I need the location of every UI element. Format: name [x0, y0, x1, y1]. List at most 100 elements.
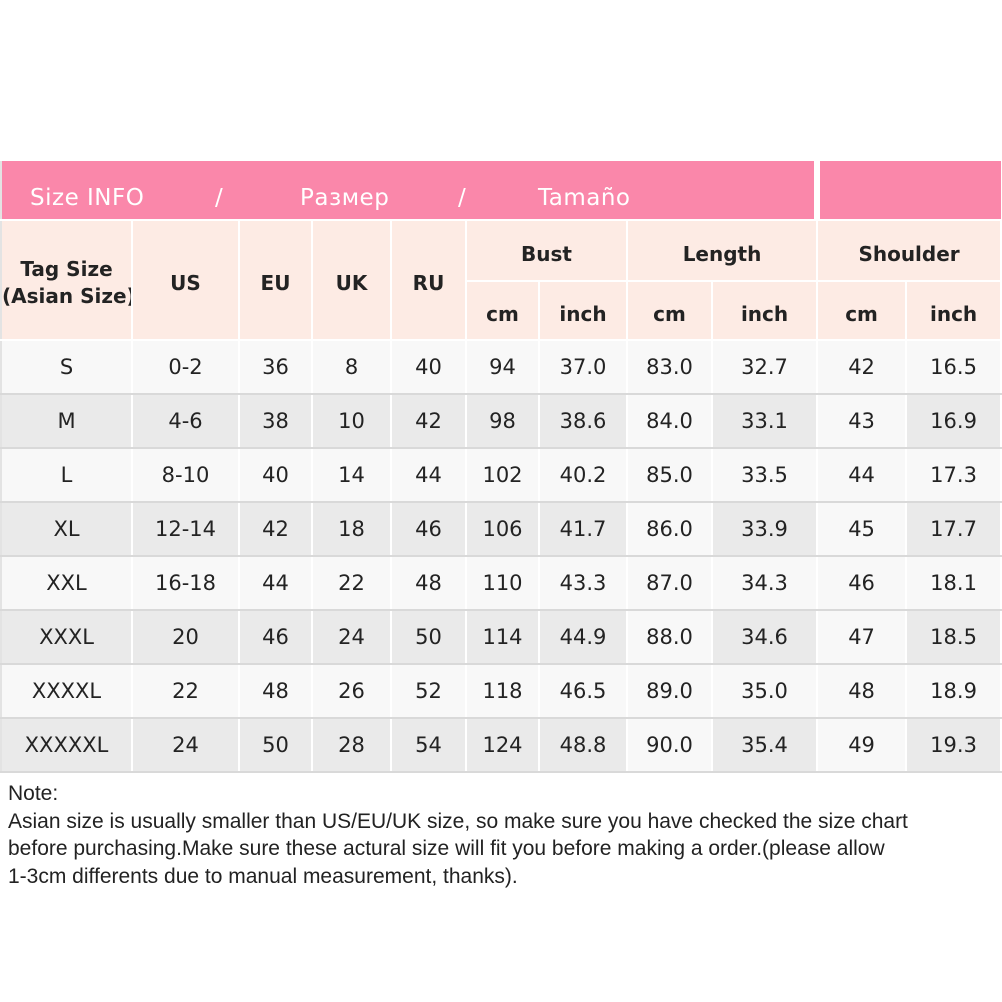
header-bust-cm: cm [466, 281, 540, 341]
cell-length-cm: 85.0 [627, 448, 713, 503]
cell-ru: 46 [391, 502, 467, 557]
cell-tag: M [1, 394, 133, 449]
cell-eu: 48 [239, 664, 313, 719]
cell-shoulder-inch: 16.5 [906, 340, 1002, 395]
header-tag-size: Tag Size (Asian Size) [1, 220, 133, 341]
cell-length-inch: 33.1 [712, 394, 819, 449]
cell-shoulder-cm: 44 [817, 448, 908, 503]
cell-ru: 52 [391, 664, 467, 719]
cell-bust-cm: 98 [466, 394, 540, 449]
header-us: US [132, 220, 240, 341]
cell-length-inch: 34.3 [712, 556, 819, 611]
cell-bust-cm: 118 [466, 664, 540, 719]
cell-length-inch: 32.7 [712, 340, 819, 395]
cell-uk: 26 [312, 664, 392, 719]
header-shoulder-inch: inch [906, 281, 1002, 341]
table-row-xl: XL 12-14 42 18 46 106 41.7 86.0 33.9 45 … [1, 502, 1002, 557]
cell-ru: 48 [391, 556, 467, 611]
size-chart-image: Size INFO / Размер / Tamaño Tag Size (As… [0, 161, 1002, 1002]
cell-eu: 50 [239, 718, 313, 773]
cell-bust-inch: 38.6 [539, 394, 628, 449]
cell-length-inch: 33.9 [712, 502, 819, 557]
cell-length-inch: 35.0 [712, 664, 819, 719]
title-slash-2: / [458, 185, 467, 211]
cell-bust-cm: 114 [466, 610, 540, 665]
cell-shoulder-inch: 18.1 [906, 556, 1002, 611]
cell-shoulder-cm: 47 [817, 610, 908, 665]
cell-tag: XXL [1, 556, 133, 611]
cell-eu: 38 [239, 394, 313, 449]
cell-bust-inch: 46.5 [539, 664, 628, 719]
cell-shoulder-inch: 18.9 [906, 664, 1002, 719]
cell-length-cm: 87.0 [627, 556, 713, 611]
header-group-row: Tag Size (Asian Size) US EU UK RU Bust L… [1, 220, 1002, 341]
table-row-m: M 4-6 38 10 42 98 38.6 84.0 33.1 43 16.9 [1, 394, 1002, 449]
title-bar-right-segment [817, 161, 1002, 221]
title-slash-1: / [215, 185, 224, 211]
cell-tag: XXXXXL [1, 718, 133, 773]
header-uk: UK [312, 220, 392, 341]
cell-shoulder-inch: 16.9 [906, 394, 1002, 449]
cell-length-cm: 88.0 [627, 610, 713, 665]
cell-us: 0-2 [132, 340, 240, 395]
cell-us: 8-10 [132, 448, 240, 503]
cell-bust-cm: 94 [466, 340, 540, 395]
cell-length-inch: 35.4 [712, 718, 819, 773]
note-line: Asian size is usually smaller than US/EU… [8, 809, 908, 833]
cell-uk: 18 [312, 502, 392, 557]
header-length-inch: inch [712, 281, 819, 341]
cell-shoulder-cm: 48 [817, 664, 908, 719]
title-tamano: Tamaño [538, 185, 631, 211]
header-bust: Bust [466, 220, 628, 282]
cell-eu: 40 [239, 448, 313, 503]
cell-bust-inch: 44.9 [539, 610, 628, 665]
cell-length-cm: 84.0 [627, 394, 713, 449]
cell-us: 4-6 [132, 394, 240, 449]
table-row-xxxxl: XXXXL 22 48 26 52 118 46.5 89.0 35.0 48 … [1, 664, 1002, 719]
table-row-xxl: XXL 16-18 44 22 48 110 43.3 87.0 34.3 46… [1, 556, 1002, 611]
title-size-info: Size INFO [30, 185, 145, 211]
cell-ru: 54 [391, 718, 467, 773]
cell-us: 22 [132, 664, 240, 719]
cell-length-cm: 86.0 [627, 502, 713, 557]
cell-length-inch: 34.6 [712, 610, 819, 665]
cell-bust-cm: 124 [466, 718, 540, 773]
table-row-s: S 0-2 36 8 40 94 37.0 83.0 32.7 42 16.5 [1, 340, 1002, 395]
cell-uk: 8 [312, 340, 392, 395]
cell-ru: 42 [391, 394, 467, 449]
cell-bust-inch: 40.2 [539, 448, 628, 503]
header-length: Length [627, 220, 819, 282]
cell-ru: 44 [391, 448, 467, 503]
cell-bust-cm: 102 [466, 448, 540, 503]
cell-us: 20 [132, 610, 240, 665]
cell-shoulder-inch: 17.7 [906, 502, 1002, 557]
title-bar: Size INFO / Размер / Tamaño [1, 161, 1002, 221]
note-block: Note: Asian size is usually smaller than… [8, 780, 1002, 890]
cell-eu: 44 [239, 556, 313, 611]
header-tag-size-line2: (Asian Size) [2, 284, 132, 308]
cell-bust-inch: 43.3 [539, 556, 628, 611]
cell-ru: 40 [391, 340, 467, 395]
cell-tag: XL [1, 502, 133, 557]
header-tag-size-line1: Tag Size [20, 257, 113, 281]
header-shoulder: Shoulder [817, 220, 1002, 282]
note-line: before purchasing.Make sure these actura… [8, 837, 885, 860]
cell-shoulder-cm: 46 [817, 556, 908, 611]
cell-length-cm: 90.0 [627, 718, 713, 773]
cell-shoulder-inch: 18.5 [906, 610, 1002, 665]
cell-length-cm: 83.0 [627, 340, 713, 395]
cell-us: 12-14 [132, 502, 240, 557]
cell-bust-cm: 106 [466, 502, 540, 557]
cell-ru: 50 [391, 610, 467, 665]
cell-shoulder-inch: 17.3 [906, 448, 1002, 503]
cell-us: 16-18 [132, 556, 240, 611]
cell-shoulder-cm: 43 [817, 394, 908, 449]
cell-bust-inch: 37.0 [539, 340, 628, 395]
title-razmer: Размер [300, 185, 390, 211]
header-bust-inch: inch [539, 281, 628, 341]
cell-bust-inch: 41.7 [539, 502, 628, 557]
cell-tag: S [1, 340, 133, 395]
title-bar-main: Size INFO / Размер / Tamaño [1, 161, 821, 221]
table-row-xxxxxl: XXXXXL 24 50 28 54 124 48.8 90.0 35.4 49… [1, 718, 1002, 773]
cell-shoulder-cm: 42 [817, 340, 908, 395]
